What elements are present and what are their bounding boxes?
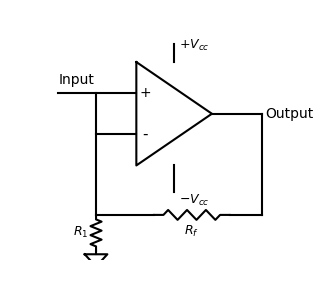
Text: -: - [142, 127, 148, 142]
Text: $+V_{cc}$: $+V_{cc}$ [179, 38, 210, 53]
Text: Input: Input [58, 72, 94, 86]
Text: $R_f$: $R_f$ [184, 224, 199, 239]
Text: $R_1$: $R_1$ [73, 225, 89, 240]
Text: +: + [139, 86, 151, 100]
Text: Output: Output [265, 107, 313, 121]
Text: $-V_{cc}$: $-V_{cc}$ [179, 193, 210, 208]
